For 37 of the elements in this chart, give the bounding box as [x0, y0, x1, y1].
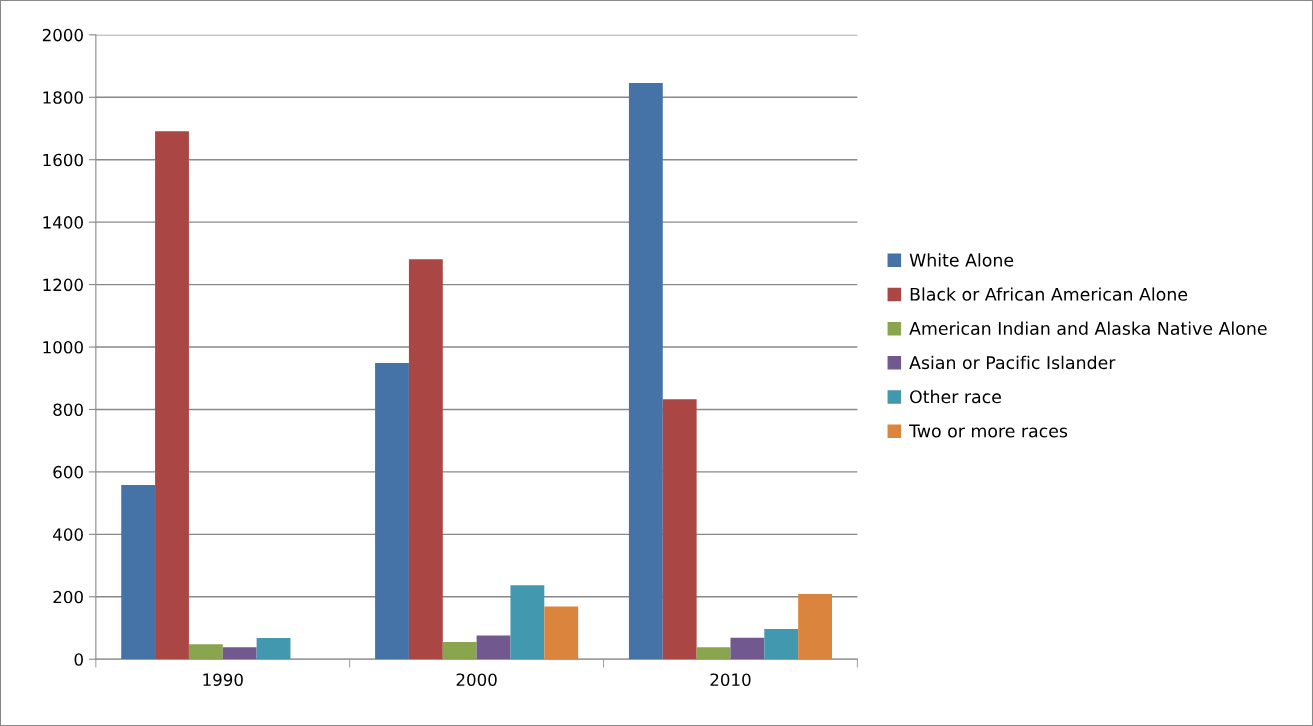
y-tick-label: 400 [53, 528, 83, 541]
bar [510, 585, 545, 660]
bar [442, 642, 477, 660]
y-tick-label: 1600 [43, 153, 83, 167]
bar [730, 637, 765, 660]
y-tick-label: 600 [53, 465, 83, 479]
bar [544, 606, 579, 660]
bar [662, 399, 697, 660]
bar [696, 647, 731, 660]
bar [375, 362, 409, 660]
y-tick-label: 800 [53, 403, 83, 417]
bar [408, 259, 443, 660]
y-tick-label: 0 [74, 653, 83, 666]
bar [121, 485, 156, 660]
bar [764, 628, 799, 660]
bar [628, 82, 663, 660]
y-tick-label: 2000 [42, 28, 83, 42]
x-tick-label: 2010 [710, 673, 751, 686]
bar [256, 637, 291, 660]
y-tick-label: 1000 [43, 340, 83, 354]
y-tick-label: 1800 [43, 91, 83, 104]
x-tick-label: 2000 [456, 673, 497, 686]
legend-label: Black or African American Alone [910, 287, 1188, 301]
legend-label: Other race [910, 389, 1001, 404]
bar [476, 635, 511, 660]
bar [798, 593, 832, 660]
y-tick-label: 200 [53, 590, 83, 604]
bar [222, 647, 257, 660]
legend-label: Asian or Pacific Islander [909, 355, 1116, 370]
y-tick-label: 1200 [43, 278, 83, 292]
legend-label: Two or more races [909, 424, 1068, 438]
bar [188, 644, 223, 660]
legend-label: White Alone [909, 253, 1014, 267]
y-tick-label: 1400 [43, 216, 83, 229]
legend-label: American Indian and Alaska Native Alone [909, 321, 1267, 335]
bar [155, 131, 189, 660]
x-tick-label: 1990 [203, 673, 243, 686]
